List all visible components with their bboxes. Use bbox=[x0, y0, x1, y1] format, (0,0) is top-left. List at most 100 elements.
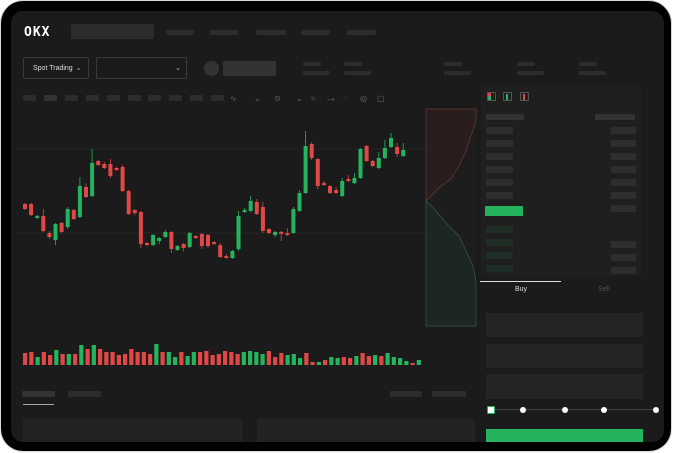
header-label bbox=[595, 114, 635, 120]
ask-size bbox=[611, 127, 636, 134]
timeframe-button[interactable] bbox=[107, 95, 120, 101]
ask-price bbox=[486, 153, 513, 160]
candle-body bbox=[279, 232, 284, 234]
timeframe-button[interactable] bbox=[169, 95, 182, 101]
chevron-down-icon[interactable]: ⌄ bbox=[254, 94, 261, 103]
camera-icon[interactable]: ◌ bbox=[343, 94, 348, 103]
stat-label bbox=[517, 62, 535, 66]
spot-trading-dropdown[interactable]: Spot Trading ⌄ bbox=[23, 57, 89, 79]
candle-body bbox=[53, 224, 58, 240]
slider-node-100[interactable] bbox=[653, 407, 659, 413]
volume-bar bbox=[98, 349, 103, 365]
stat-label bbox=[444, 62, 462, 66]
pair-selector-dropdown[interactable]: ⌄ bbox=[96, 57, 187, 79]
candle-body bbox=[346, 179, 351, 181]
candle-body bbox=[138, 212, 143, 244]
price-input[interactable] bbox=[486, 313, 643, 337]
orderbook-both-icon[interactable] bbox=[487, 92, 496, 101]
slider-node-25[interactable] bbox=[520, 407, 526, 413]
draw-icon[interactable]: ⊙ bbox=[274, 94, 281, 103]
candle-body bbox=[169, 232, 174, 249]
tab-order-history[interactable] bbox=[68, 391, 101, 397]
volume-bar bbox=[135, 352, 140, 365]
slider-node-50[interactable] bbox=[562, 407, 568, 413]
tab-sell[interactable]: Sell bbox=[598, 286, 610, 293]
total-input[interactable] bbox=[486, 374, 643, 399]
timeframe-button[interactable] bbox=[148, 95, 161, 101]
volume-bar bbox=[310, 362, 315, 365]
volume-bar bbox=[123, 354, 128, 365]
slider-track[interactable] bbox=[491, 409, 657, 410]
timeframe-button[interactable] bbox=[65, 95, 78, 101]
volume-bar bbox=[273, 357, 278, 365]
volume-bar bbox=[79, 345, 84, 365]
candle-body bbox=[108, 164, 113, 176]
orderbook-bids-icon[interactable] bbox=[503, 92, 512, 101]
candle-body bbox=[328, 186, 332, 193]
volume-bar bbox=[141, 352, 146, 365]
volume-bar bbox=[160, 352, 165, 365]
fullscreen-icon[interactable]: ▢ bbox=[377, 94, 385, 103]
app-screen: OKX Spot Trading ⌄ ⌄ ∿ ⌄ ⊙ ⌄ ≈ ⧴ ◌ ◎ ▢ bbox=[11, 11, 664, 442]
indicator-icon[interactable]: ∿ bbox=[230, 94, 237, 103]
chevron-down-icon[interactable]: ⌄ bbox=[296, 94, 303, 103]
buy-button[interactable] bbox=[486, 429, 643, 442]
candle-body bbox=[181, 244, 186, 248]
volume-bar bbox=[385, 353, 390, 365]
candle-body bbox=[77, 186, 82, 217]
slider-handle[interactable] bbox=[487, 406, 495, 414]
assets-panel bbox=[257, 419, 475, 442]
tab-open-orders[interactable] bbox=[22, 391, 55, 397]
volume-bar bbox=[104, 352, 109, 365]
volume-bar bbox=[216, 354, 221, 365]
volume-bar bbox=[54, 350, 59, 365]
candlestick-chart[interactable] bbox=[11, 11, 664, 442]
ruler-icon[interactable]: ⧴ bbox=[327, 94, 335, 103]
ask-price bbox=[486, 140, 513, 147]
depth-bids bbox=[425, 200, 477, 327]
stat-value bbox=[344, 71, 371, 75]
timeframe-button[interactable] bbox=[128, 95, 141, 101]
candle-body bbox=[29, 204, 34, 215]
candle-body bbox=[395, 147, 400, 154]
volume-bar bbox=[373, 355, 378, 365]
orderbook-asks-icon[interactable] bbox=[520, 92, 529, 101]
candle-body bbox=[297, 193, 302, 211]
bid-size bbox=[611, 267, 636, 274]
candle-body bbox=[285, 233, 290, 235]
okx-logo[interactable]: OKX bbox=[24, 25, 51, 40]
filter-button[interactable] bbox=[432, 391, 466, 397]
search-box[interactable] bbox=[71, 24, 154, 39]
bid-price bbox=[486, 265, 513, 272]
nav-item[interactable] bbox=[166, 30, 194, 35]
volume-bar bbox=[254, 352, 259, 365]
nav-item[interactable] bbox=[256, 30, 286, 35]
ask-size bbox=[611, 179, 636, 186]
settings-icon[interactable]: ◎ bbox=[360, 94, 367, 103]
nav-item[interactable] bbox=[210, 30, 238, 35]
ask-price bbox=[486, 192, 513, 199]
timeframe-button[interactable] bbox=[44, 95, 57, 101]
timeframe-button[interactable] bbox=[211, 95, 224, 101]
candle-body bbox=[132, 210, 137, 213]
slider-node-75[interactable] bbox=[601, 407, 607, 413]
tab-buy[interactable]: Buy bbox=[514, 286, 528, 293]
header-label bbox=[486, 114, 524, 120]
line-tool-icon[interactable]: ≈ bbox=[311, 94, 316, 103]
volume-bar bbox=[323, 360, 328, 365]
mid-price bbox=[485, 206, 523, 216]
ask-price bbox=[486, 127, 513, 134]
amount-input[interactable] bbox=[486, 344, 643, 368]
filter-button[interactable] bbox=[390, 391, 422, 397]
bid-price bbox=[486, 252, 513, 259]
candle-body bbox=[236, 216, 241, 249]
nav-item[interactable] bbox=[301, 30, 330, 35]
timeframe-button[interactable] bbox=[23, 95, 36, 101]
timeframe-button[interactable] bbox=[190, 95, 203, 101]
timeframe-button[interactable] bbox=[86, 95, 99, 101]
ask-size bbox=[611, 153, 636, 160]
volume-bar bbox=[360, 353, 365, 365]
nav-item[interactable] bbox=[347, 30, 376, 35]
candle-body bbox=[206, 235, 210, 246]
candle-body bbox=[163, 232, 168, 237]
